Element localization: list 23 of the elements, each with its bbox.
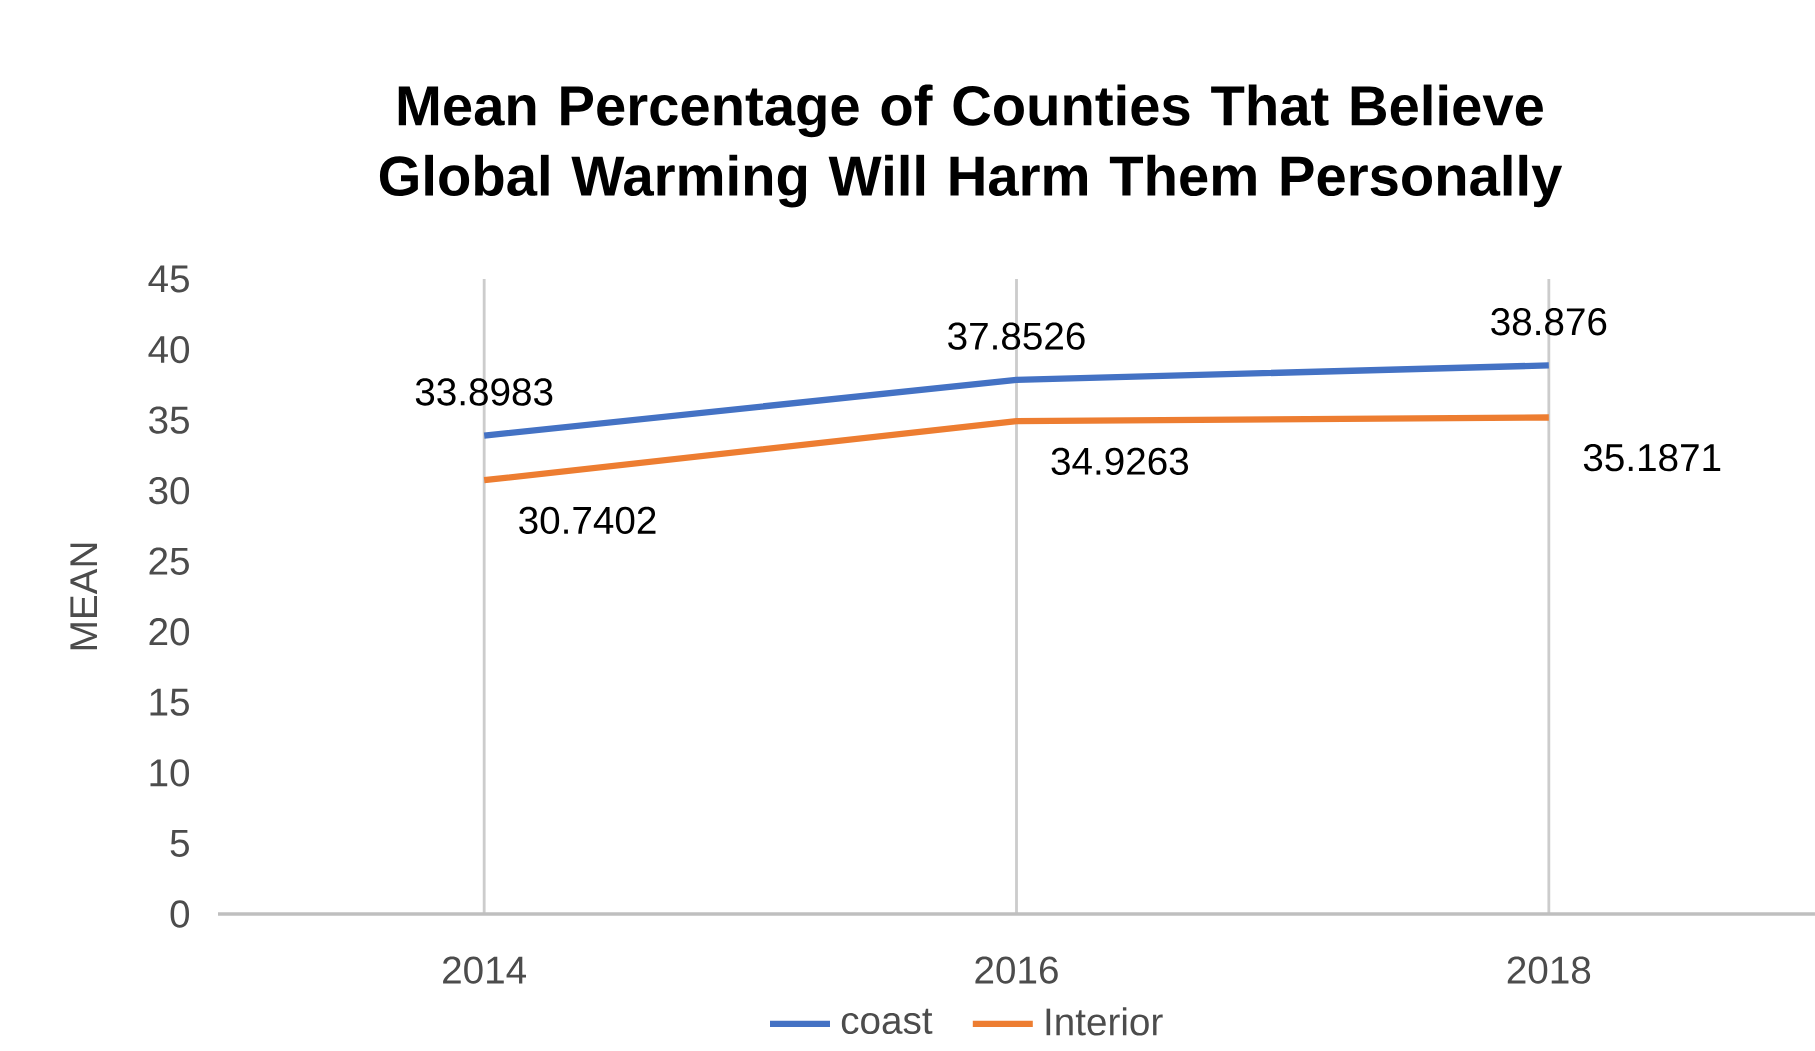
- y-tick-label: 10: [150, 759, 190, 787]
- y-tick-label: 45: [148, 265, 189, 293]
- legend-label: coast: [841, 1008, 933, 1035]
- y-tick-label: 15: [150, 688, 189, 716]
- x-tick-label: 2016: [975, 956, 1058, 984]
- y-tick-label: 35: [149, 406, 189, 434]
- data-label: 37.8526: [948, 322, 1085, 350]
- y-tick-label: 5: [170, 829, 189, 857]
- y-tick-label: 20: [149, 618, 190, 646]
- x-tick-label: 2018: [1507, 956, 1591, 984]
- y-tick-label: 40: [148, 335, 190, 364]
- y-tick-label: 25: [149, 547, 189, 575]
- data-label: 35.1871: [1583, 443, 1721, 472]
- data-label: 38.876: [1491, 308, 1607, 336]
- y-tick-label: 30: [149, 477, 190, 505]
- data-label: 34.9263: [1051, 447, 1189, 475]
- y-tick-label: 0: [170, 900, 190, 928]
- x-tick-label: 2014: [443, 956, 526, 984]
- legend-label: Interior: [1046, 1007, 1163, 1036]
- y-axis-title: MEAN: [70, 543, 97, 650]
- data-label: 33.8983: [415, 378, 553, 406]
- chart-title: Mean Percentage of Counties That Believe Global Warming Will Harm Them Personally: [379, 84, 1563, 208]
- data-label: 30.7402: [519, 506, 656, 535]
